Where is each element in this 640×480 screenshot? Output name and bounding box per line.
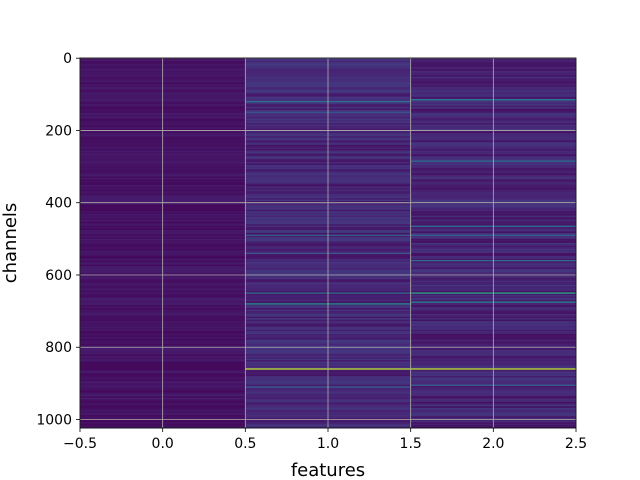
x-tick-label: 0.5 — [234, 436, 256, 452]
y-tick-label: 1000 — [36, 413, 72, 429]
y-tick-label: 0 — [63, 51, 72, 67]
y-tick-label: 800 — [45, 340, 72, 356]
x-tick-label: 1.5 — [400, 436, 422, 452]
x-tick-label: 1.0 — [317, 436, 339, 452]
x-axis-ticks: −0.5 0.0 0.5 1.0 1.5 2.0 2.5 — [63, 428, 587, 452]
y-tick-label: 200 — [45, 123, 72, 139]
x-tick-label: 2.5 — [565, 436, 587, 452]
x-tick-label: −0.5 — [63, 436, 97, 452]
y-axis-label: channels — [0, 203, 21, 284]
y-tick-label: 600 — [45, 268, 72, 284]
x-axis-label: features — [291, 460, 365, 480]
x-tick-label: 2.0 — [482, 436, 504, 452]
y-axis-ticks: 0 200 400 600 800 1000 — [36, 51, 80, 429]
y-tick-label: 400 — [45, 196, 72, 212]
x-tick-label: 0.0 — [152, 436, 174, 452]
